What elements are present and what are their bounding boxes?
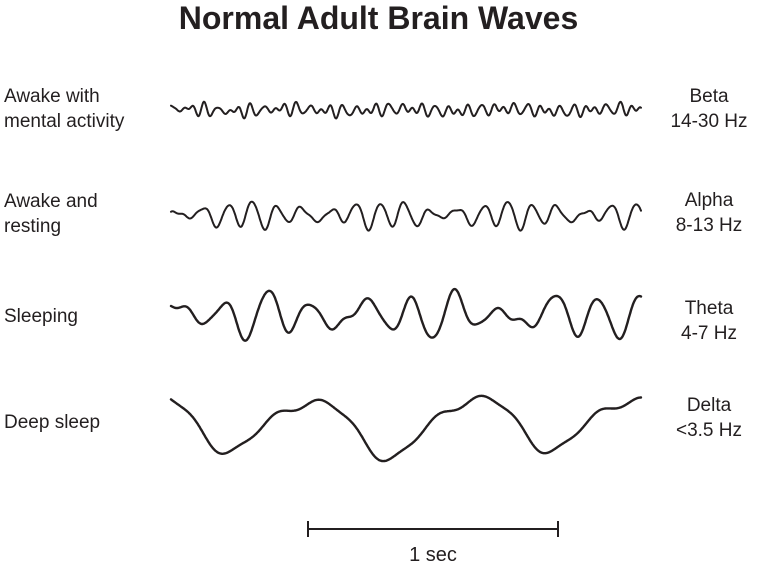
band-name: Delta	[686, 395, 732, 416]
scale-bar-label: 1 sec	[409, 544, 457, 566]
scale-bar-line	[308, 528, 558, 530]
theta-wave-trace	[169, 287, 643, 342]
scale-bar-right-tick	[557, 521, 559, 537]
band-label-theta: Theta 4-7 Hz	[659, 296, 757, 346]
band-name: Beta	[689, 86, 729, 107]
state-label-deep-sleep: Deep sleep	[4, 412, 101, 433]
diagram-title: Normal Adult Brain Waves	[178, 0, 579, 36]
beta-wave-path	[170, 100, 642, 120]
beta-wave-trace	[170, 100, 642, 120]
delta-wave-path	[169, 394, 643, 463]
band-label-alpha: Alpha 8-13 Hz	[659, 188, 757, 238]
band-frequency-range: <3.5 Hz	[675, 420, 742, 441]
alpha-wave-path	[170, 200, 642, 232]
band-frequency-range: 4-7 Hz	[681, 323, 737, 344]
state-label-awake-mental-activity: Awake with mental activity	[4, 86, 125, 132]
state-label-sleeping: Sleeping	[4, 306, 78, 327]
state-label-awake-resting: Awake and resting	[4, 191, 98, 237]
band-label-beta: Beta 14-30 Hz	[659, 84, 757, 134]
delta-wave-trace	[169, 394, 643, 463]
band-frequency-range: 8-13 Hz	[675, 215, 743, 236]
band-frequency-range: 14-30 Hz	[670, 111, 748, 132]
theta-wave-path	[169, 287, 643, 342]
band-label-delta: Delta <3.5 Hz	[659, 393, 757, 443]
alpha-wave-trace	[170, 200, 642, 232]
band-name: Theta	[684, 298, 734, 319]
band-name: Alpha	[684, 190, 734, 211]
